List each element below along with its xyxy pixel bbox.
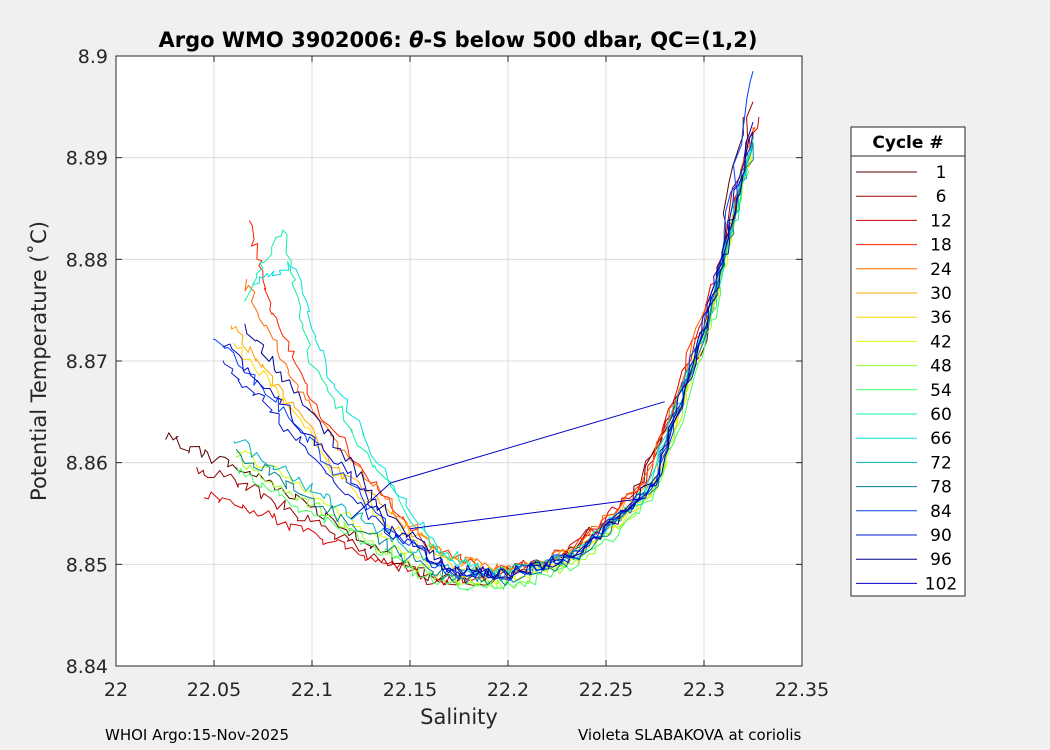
- legend-label-42: 42: [930, 332, 952, 352]
- legend-label-36: 36: [930, 308, 952, 328]
- footer-right: Violeta SLABAKOVA at coriolis: [578, 726, 802, 744]
- legend: Cycle # 1 6 12 18 24 30 36 42 48 54 60 66 72 78 84 90 96…: [850, 126, 966, 597]
- x-tick-label: 22.25: [579, 679, 633, 701]
- legend-label-1: 1: [936, 163, 947, 183]
- series-lines: [165, 71, 760, 591]
- x-tick-label: 22.05: [187, 679, 241, 701]
- x-axis-label: Salinity: [420, 705, 498, 729]
- series-line-cycle-102: [222, 121, 754, 580]
- x-tick-label: 22.1: [291, 679, 333, 701]
- legend-label-96: 96: [930, 550, 952, 570]
- legend-title: Cycle #: [872, 133, 943, 153]
- y-tick-label: 8.84: [66, 656, 108, 678]
- legend-label-66: 66: [930, 429, 952, 449]
- y-tick-label: 8.9: [78, 46, 108, 68]
- y-tick-label: 8.85: [66, 554, 108, 576]
- legend-label-54: 54: [930, 381, 952, 401]
- series-line-cycle-60: [244, 147, 752, 577]
- legend-label-30: 30: [930, 284, 952, 304]
- x-tick-label: 22.15: [383, 679, 437, 701]
- chart-title: Argo WMO 3902006: θ-S below 500 dbar, QC…: [158, 28, 757, 52]
- y-tick-label: 8.87: [66, 351, 108, 373]
- x-tick-label: 22.3: [683, 679, 725, 701]
- legend-label-102: 102: [925, 574, 957, 594]
- y-tick-label: 8.86: [66, 453, 108, 475]
- x-tick-label: 22.35: [775, 679, 829, 701]
- y-tick-label: 8.89: [66, 148, 108, 170]
- series-line-cycle-102-jump-b: [409, 497, 646, 530]
- y-axis-label: Potential Temperature (˚C): [27, 221, 51, 501]
- legend-box: [850, 126, 966, 597]
- series-line-cycle-36: [232, 147, 752, 580]
- series-line-cycle-54: [236, 152, 752, 591]
- legend-label-24: 24: [930, 260, 952, 280]
- legend-label-78: 78: [930, 478, 952, 498]
- x-tick-label: 22: [104, 679, 128, 701]
- y-tick-labels: 8.84 8.85 8.86 8.87 8.88 8.89 8.9: [66, 46, 108, 678]
- series-line-cycle-24: [244, 127, 754, 573]
- y-tick-label: 8.88: [66, 249, 108, 271]
- legend-label-84: 84: [930, 502, 952, 522]
- legend-label-60: 60: [930, 405, 952, 425]
- x-tick-labels: 22 22.05 22.1 22.15 22.2 22.25 22.3 22.35: [104, 679, 829, 701]
- x-tick-label: 22.2: [487, 679, 529, 701]
- legend-label-18: 18: [930, 236, 952, 256]
- legend-label-48: 48: [930, 357, 952, 377]
- legend-label-12: 12: [930, 211, 952, 231]
- legend-label-6: 6: [936, 187, 947, 207]
- footer-left: WHOI Argo:15-Nov-2025: [105, 726, 289, 744]
- legend-label-72: 72: [930, 453, 952, 473]
- tick-marks: [115, 55, 803, 667]
- series-line-cycle-102-jump-a: [350, 401, 665, 519]
- legend-entries: 1 6 12 18 24 30 36 42 48 54 60 66 72 78 84 90 96 102: [856, 163, 957, 594]
- legend-label-90: 90: [930, 526, 952, 546]
